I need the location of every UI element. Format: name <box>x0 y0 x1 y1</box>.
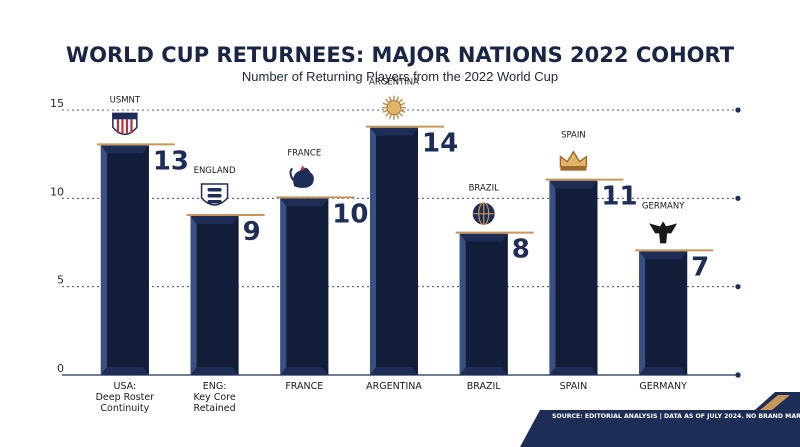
sun-ray <box>382 102 388 106</box>
gridline-end-dot <box>735 195 741 201</box>
sun-ray <box>400 102 406 106</box>
crown-body <box>559 150 588 168</box>
x-axis-end-dot <box>735 372 741 378</box>
footer-stripe <box>520 410 800 447</box>
x-tick-label: USA: <box>114 381 137 392</box>
y-tick-label: 10 <box>50 185 64 198</box>
rooster-tail <box>289 167 295 181</box>
x-tick-label: GERMANY <box>639 381 687 392</box>
bar-bevel-right <box>232 216 239 375</box>
value-label: 8 <box>512 235 530 265</box>
sun-ray <box>388 113 393 120</box>
bar-bevel-left <box>549 180 556 375</box>
bar-inner-panel <box>376 135 412 367</box>
country-badge-label: ARGENTINA <box>369 78 419 88</box>
shield-stripe <box>130 119 133 134</box>
country-badge-label: FRANCE <box>287 148 321 158</box>
rooster-comb <box>300 165 306 171</box>
x-tick-label: Continuity <box>100 403 149 414</box>
shield-stripe <box>125 119 129 134</box>
bar-bevel-right <box>681 251 688 375</box>
value-label: 7 <box>691 252 709 282</box>
eagle-icon <box>649 221 678 244</box>
crown-base <box>560 166 587 171</box>
crown-icon <box>559 150 588 171</box>
bar-bevel-left <box>370 127 376 376</box>
bar-inner-panel <box>286 206 323 367</box>
globe-icon <box>472 202 495 226</box>
bar-bevel-right <box>501 233 508 375</box>
country-badge-label: ENGLAND <box>194 166 236 176</box>
lion-bar <box>207 200 222 204</box>
x-tick-label: Deep Roster <box>96 392 155 403</box>
bar-bevel-left <box>639 251 646 375</box>
shield-stripe <box>116 119 120 134</box>
x-tick-label: SPAIN <box>560 381 588 392</box>
bar-bevel-left <box>459 233 466 375</box>
gridline-end-dot <box>735 107 741 113</box>
y-tick-label: 0 <box>57 362 64 375</box>
country-badge-label: USMNT <box>110 95 141 105</box>
sun-emblem-icon <box>382 95 406 120</box>
country-badge-label: SPAIN <box>561 131 586 141</box>
bar-inner-panel <box>106 153 143 367</box>
value-label: 14 <box>422 129 458 159</box>
x-tick-label: FRANCE <box>285 381 323 392</box>
sun-ray <box>398 112 404 117</box>
value-label: 13 <box>153 146 189 176</box>
y-tick-label: 5 <box>57 274 64 287</box>
lion-bar <box>207 188 222 192</box>
chart-title: WORLD CUP RETURNEES: MAJOR NATIONS 2022 … <box>66 43 735 67</box>
bar-inner-panel <box>555 188 592 367</box>
sun-ray <box>384 98 390 104</box>
y-tick-label: 15 <box>50 97 64 110</box>
bar-bevel-left <box>190 216 197 375</box>
bar-bevel-right <box>591 180 598 375</box>
x-tick-label: ARGENTINA <box>366 381 422 392</box>
value-label: 9 <box>243 217 261 247</box>
sun-ray <box>395 96 400 102</box>
bar-bevel-left <box>280 198 287 375</box>
gridline-end-dot <box>735 284 741 290</box>
bar-inner-panel <box>196 224 233 367</box>
footer-accent-gold <box>760 395 790 410</box>
country-badge-label: BRAZIL <box>469 184 500 194</box>
shield-stripe <box>121 119 124 134</box>
sun-ray <box>400 109 406 113</box>
chart-subtitle: Number of Returning Players from the 202… <box>242 69 558 84</box>
bar-bevel-right <box>142 145 149 375</box>
x-tick-label: ENG: <box>203 381 227 392</box>
eagle-body <box>649 221 678 244</box>
bar-bevel-left <box>100 145 107 375</box>
sun-ray <box>398 98 404 104</box>
bar-inner-panel <box>465 241 502 367</box>
shield-top <box>112 113 137 120</box>
sun-ray <box>395 113 400 120</box>
bar-bevel-right <box>322 198 329 375</box>
lion-bar <box>207 194 222 198</box>
sun-ray <box>388 96 393 102</box>
bar-inner-panel <box>645 259 682 367</box>
value-label: 11 <box>601 182 637 212</box>
x-tick-label: Key Core <box>193 392 235 403</box>
sun-disc <box>386 100 402 116</box>
value-label: 10 <box>332 199 368 229</box>
usa-shield-icon <box>112 112 138 136</box>
three-lions-crest-icon <box>200 183 229 206</box>
sun-ray <box>382 109 388 113</box>
x-tick-label: BRAZIL <box>467 381 502 392</box>
country-badge-label: GERMANY <box>642 201 685 211</box>
bar-bevel-right <box>412 127 418 376</box>
rooster-icon <box>289 165 314 188</box>
x-tick-label: Retained <box>194 403 236 414</box>
source-note: SOURCE: EDITORIAL ANALYSIS | DATA AS OF … <box>552 413 800 421</box>
rooster-body <box>293 167 314 188</box>
sun-ray <box>384 112 390 117</box>
